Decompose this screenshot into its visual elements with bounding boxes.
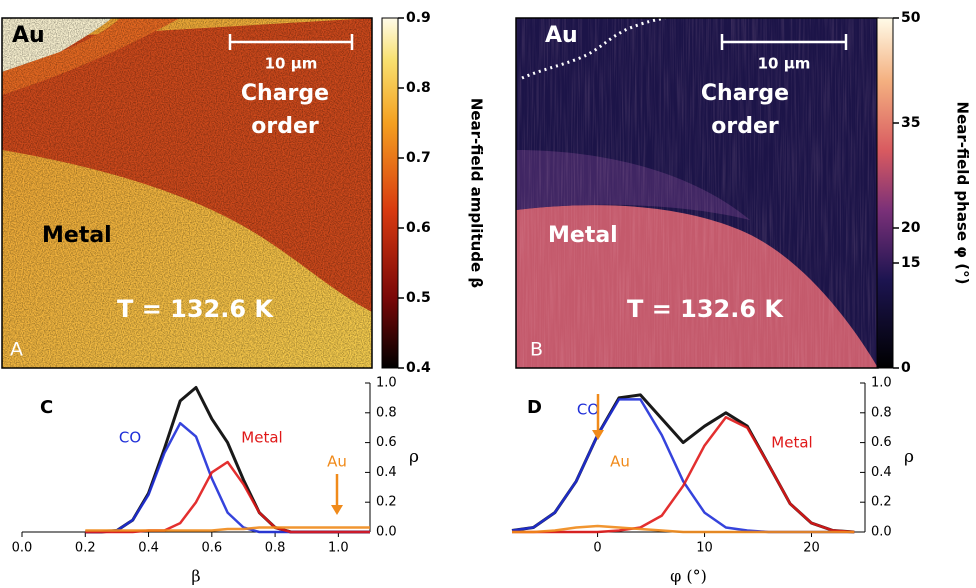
panel-label: C: [40, 397, 53, 418]
x-tick-label: 10: [696, 541, 713, 556]
y-tick-label: 1.0: [871, 376, 892, 391]
y-tick-label: 0.0: [871, 525, 892, 540]
colorbar-tick-label: 35: [901, 115, 920, 131]
series-line: [512, 524, 855, 534]
panel-label: A: [10, 339, 23, 361]
y-tick-label: 0.8: [871, 405, 892, 420]
y-tick-label: 0.4: [376, 465, 397, 480]
y-tick-label: 0.8: [376, 405, 397, 420]
colorbar-tick-label: 0.7: [406, 150, 431, 166]
x-tick-label: 0.0: [12, 541, 33, 556]
colorbar-label: Near-field phase φ (°): [954, 102, 972, 285]
series-line: [511, 398, 855, 534]
series-line: [85, 460, 370, 534]
temperature-label: T = 132.6 K: [117, 295, 274, 323]
series-label: Metal: [241, 429, 282, 447]
colorbar-tick-label: 20: [901, 220, 921, 236]
x-tick-label: 1.0: [328, 541, 349, 556]
temperature-label: T = 132.6 K: [627, 295, 784, 323]
scale-label: 10 µm: [758, 55, 811, 73]
au-label: Au: [545, 23, 578, 48]
panel-label: B: [530, 339, 543, 361]
x-tick-label: 0.2: [75, 541, 96, 556]
x-axis-label: φ (°): [670, 567, 707, 586]
series-label: Au: [610, 453, 630, 471]
y-tick-label: 0.2: [376, 495, 397, 510]
series-label: CO: [577, 401, 599, 419]
arrow-head: [331, 505, 343, 515]
x-tick-label: 0.4: [138, 541, 159, 556]
arrow-head: [592, 430, 604, 440]
series-line: [511, 393, 855, 534]
series-label: CO: [119, 429, 141, 447]
colorbar-tick-label: 50: [901, 10, 921, 26]
x-tick-label: 0.8: [265, 541, 286, 556]
y-tick-label: 0.4: [871, 465, 892, 480]
series-line: [85, 526, 370, 532]
colorbar-tick-label: 0: [901, 360, 911, 376]
y-tick-label: 0.6: [376, 435, 397, 450]
x-tick-label: 0.6: [201, 541, 222, 556]
phase-label: order: [251, 114, 319, 139]
scale-label: 10 µm: [265, 55, 318, 73]
colorbar-label: Near-field amplitude β: [468, 98, 486, 289]
phase-map: [516, 18, 878, 368]
scale-bars: [228, 34, 848, 50]
colorbar-tick-label: 0.4: [406, 360, 431, 376]
y-tick-label: 1.0: [376, 376, 397, 391]
phase-label: Metal: [548, 223, 618, 248]
x-axis-label: β: [191, 567, 200, 586]
y-axis-label: ρ: [904, 447, 914, 467]
phase-label: Metal: [42, 223, 112, 248]
amplitude-map: [2, 18, 372, 368]
x-tick-label: 0: [593, 541, 601, 556]
colorbar-tick-label: 0.5: [406, 290, 431, 306]
phase-label: order: [711, 114, 779, 139]
phase-label: Charge: [701, 81, 789, 106]
au-label: Au: [12, 23, 45, 48]
phase-label: Charge: [241, 81, 329, 106]
y-axis-label: ρ: [409, 447, 419, 467]
colorbar-tick-label: 0.6: [406, 220, 431, 236]
x-tick-label: 20: [803, 541, 820, 556]
series-label: Au: [327, 453, 347, 471]
panel-label: D: [527, 397, 542, 418]
colorbar-tick-label: 0.9: [406, 10, 431, 26]
y-tick-label: 0.6: [871, 435, 892, 450]
map-frame: [1, 17, 373, 369]
colorbar-tick-label: 15: [901, 255, 920, 271]
series-label: Metal: [771, 434, 812, 452]
colorbar: [876, 17, 894, 369]
y-tick-label: 0.2: [871, 495, 892, 510]
colorbar: [381, 17, 399, 369]
y-tick-label: 0.0: [376, 525, 397, 540]
series-line: [512, 416, 855, 534]
colorbar-tick-label: 0.8: [406, 80, 431, 96]
